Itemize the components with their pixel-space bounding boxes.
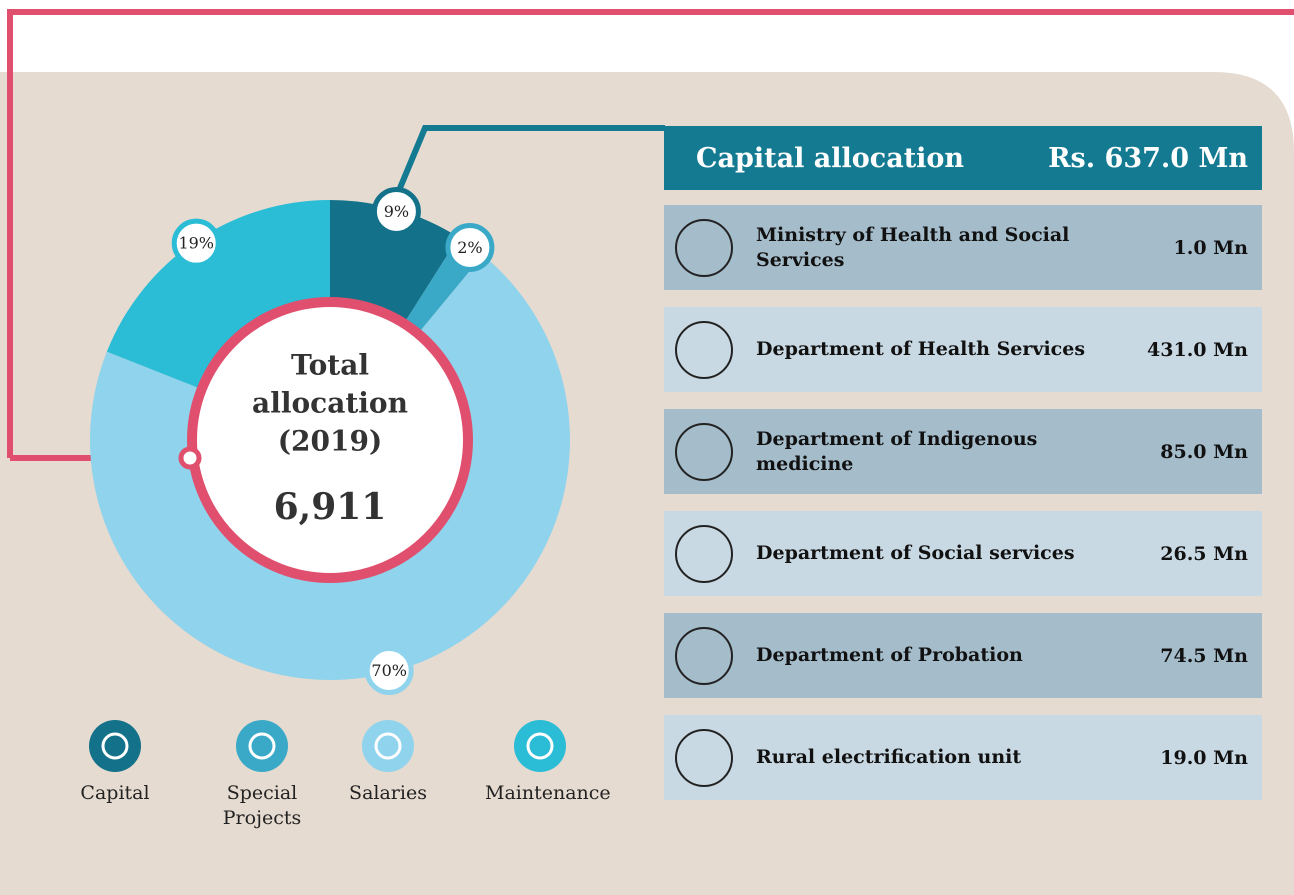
connector-line <box>7 9 1294 458</box>
row-icon-ring <box>675 320 733 379</box>
center-label: (2019) <box>278 425 382 458</box>
row-icon-ring <box>675 626 733 685</box>
slice-label-bg <box>171 218 221 268</box>
legend-label: Capital <box>80 782 150 804</box>
panel-row: Department of Probation 74.5 Mn <box>664 613 1262 698</box>
row-name: Department of Health Services <box>756 338 1086 361</box>
legend-icon <box>89 720 141 772</box>
panel-header: Capital allocation Rs. 637.0 Mn <box>664 126 1262 190</box>
legend-label: Salaries <box>349 782 427 804</box>
legend-icon-inner <box>248 732 276 760</box>
row-amount: 1.0 Mn <box>1173 236 1248 259</box>
slice-label-bg <box>371 186 421 236</box>
row-name: Ministry of Health and Social Services <box>756 223 1070 271</box>
row-icon-ring <box>675 728 733 787</box>
row-amount: 26.5 Mn <box>1160 542 1248 565</box>
panel-title: Capital allocation <box>696 142 965 174</box>
center-value: 6,911 <box>274 486 387 528</box>
panel-row: Department of Health Services 431.0 Mn <box>664 307 1262 392</box>
panel-row: Rural electrification unit 19.0 Mn <box>664 715 1262 800</box>
center-circle <box>187 297 473 583</box>
slice-label: 2% <box>457 238 482 257</box>
row-amount: 85.0 Mn <box>1160 440 1248 463</box>
panel-row: Ministry of Health and Social Services 1.… <box>664 205 1262 290</box>
row-icon-ring <box>675 218 733 277</box>
row-icon <box>675 626 733 685</box>
row-name: Department of Social services <box>756 542 1075 565</box>
row-icon <box>675 524 733 583</box>
row-name: Department of Indigenous medicine <box>756 427 1038 475</box>
legend-icon-inner <box>101 732 129 760</box>
row-icon <box>675 218 733 277</box>
slice <box>106 200 331 393</box>
legend-icon-inner <box>526 732 554 760</box>
row-amount: 431.0 Mn <box>1147 338 1248 361</box>
center-label: allocation <box>252 387 408 420</box>
slice-label: 19% <box>178 234 214 253</box>
donut <box>89 200 571 681</box>
slice-label: 9% <box>384 202 409 221</box>
legend-icon <box>362 720 414 772</box>
slice <box>89 255 571 681</box>
center-label: Total <box>291 349 369 382</box>
connector-dot <box>178 446 202 470</box>
slice-label-bg <box>445 222 495 272</box>
row-icon <box>675 320 733 379</box>
row-name: Rural electrification unit <box>756 746 1022 769</box>
slice-labels: 9% 2% 70% 19% <box>171 186 495 696</box>
row-name: Department of Probation <box>756 644 1023 667</box>
legend-icons <box>89 720 566 772</box>
legend-icon <box>236 720 288 772</box>
panel-row: Department of Social services 26.5 Mn <box>664 511 1262 596</box>
connector-line <box>392 125 665 202</box>
row-icon-ring <box>675 524 733 583</box>
row-icon <box>675 422 733 481</box>
slice-label-bg <box>364 646 414 696</box>
legend-label: Special Projects <box>222 782 302 829</box>
row-amount: 74.5 Mn <box>1160 644 1248 667</box>
slice <box>330 200 459 331</box>
row-icon <box>675 728 733 787</box>
panel-total: Rs. 637.0 Mn <box>1048 142 1248 174</box>
row-amount: 19.0 Mn <box>1160 746 1248 769</box>
panel-row: Department of Indigenous medicine 85.0 Mn <box>664 409 1262 494</box>
legend-label: Maintenance <box>485 782 611 804</box>
legend-icon <box>514 720 566 772</box>
legend-icon-inner <box>374 732 402 760</box>
center-text: Total allocation (2019) 6,911 <box>252 349 408 529</box>
slice-label: 70% <box>371 661 407 680</box>
row-icon-ring <box>675 422 733 481</box>
